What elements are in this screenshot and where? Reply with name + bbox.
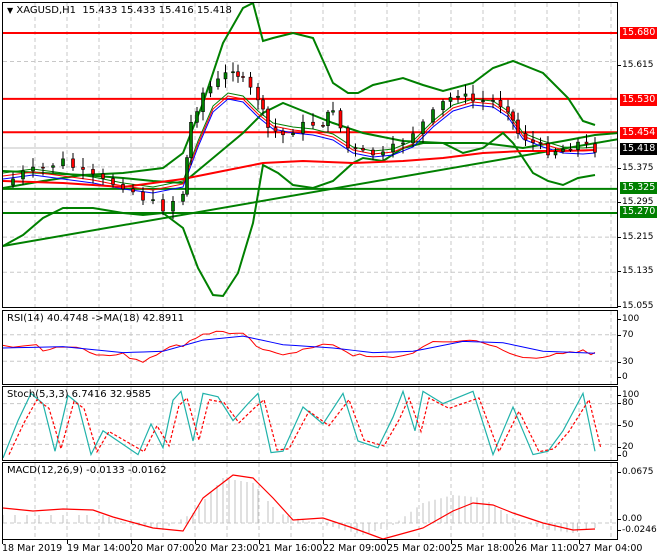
price-chart (3, 3, 617, 307)
stoch-tick: 80 (617, 398, 634, 408)
macd-chart (3, 463, 617, 539)
time-label: 27 Mar 04:00 (579, 543, 643, 554)
rsi-tick: 0 (618, 372, 628, 382)
price-tick: 15.055 (618, 301, 654, 311)
resistance-level-badge: 15.680 (620, 27, 657, 39)
price-pane[interactable]: ▼ XAGUSD,H1 15.433 15.433 15.416 15.418 (2, 2, 618, 308)
rsi-axis: 100 70 30 0 (617, 310, 660, 385)
rsi-tick: 30 (617, 357, 634, 367)
price-tick: 15.295 (618, 197, 654, 207)
time-label: 19 Mar 14:00 (67, 543, 131, 554)
resistance-level-badge: 15.454 (620, 127, 657, 139)
stoch-tick: 50 (617, 420, 634, 430)
support-level-badge: 15.270 (620, 206, 657, 218)
time-label: 18 Mar 2019 (2, 543, 63, 554)
macd-tick: -0.0246 (618, 525, 657, 535)
stochastic-pane[interactable]: Stoch(5,3,3) 6.7416 32.9585 (2, 386, 618, 461)
stoch-title: Stoch(5,3,3) 6.7416 32.9585 (7, 389, 152, 400)
stoch-tick: 100 (617, 390, 640, 400)
time-label: 25 Mar 02:00 (387, 543, 451, 554)
rsi-chart (3, 311, 617, 384)
rsi-tick: 100 (617, 314, 640, 324)
stoch-axis: 100 80 50 20 0 (617, 386, 660, 461)
stoch-tick: 20 (617, 442, 634, 452)
price-tick: 15.135 (618, 266, 654, 276)
time-label: 20 Mar 07:00 (131, 543, 195, 554)
current-price-badge: 15.418 (620, 143, 657, 155)
rsi-tick: 70 (617, 330, 634, 340)
stoch-tick: 0 (618, 450, 628, 460)
time-label: 20 Mar 23:00 (195, 543, 259, 554)
symbol-label: XAGUSD,H1 (16, 5, 77, 16)
time-label: 21 Mar 16:00 (259, 543, 323, 554)
rsi-title: RSI(14) 40.4748 ->MA(18) 42.8911 (7, 313, 184, 324)
rsi-pane[interactable]: RSI(14) 40.4748 ->MA(18) 42.8911 (2, 310, 618, 385)
time-label: 25 Mar 18:00 (451, 543, 515, 554)
macd-title: MACD(12,26,9) -0.0133 -0.0162 (7, 465, 167, 476)
price-tick: 15.615 (618, 60, 654, 70)
stochastic-chart (3, 387, 617, 460)
triangle-down-icon[interactable]: ▼ (7, 6, 14, 15)
price-tick: 15.215 (618, 232, 654, 242)
time-axis: 18 Mar 2019 19 Mar 14:00 20 Mar 07:00 20… (2, 540, 642, 560)
price-tick: 15.375 (618, 163, 654, 173)
resistance-level-badge: 15.530 (620, 94, 657, 106)
chart-header: ▼ XAGUSD,H1 15.433 15.433 15.416 15.418 (7, 5, 232, 16)
macd-pane[interactable]: MACD(12,26,9) -0.0133 -0.0162 (2, 462, 618, 540)
time-label: 22 Mar 09:00 (323, 543, 387, 554)
macd-axis: 0.0675 0.00 -0.0246 (617, 462, 660, 540)
price-axis: 15.615 15.375 15.295 15.215 15.135 15.05… (618, 2, 660, 311)
macd-tick: 0.0675 (618, 467, 654, 477)
time-label: 26 Mar 11:00 (515, 543, 579, 554)
support-level-badge: 15.325 (620, 182, 657, 194)
macd-tick: 0.00 (617, 514, 643, 524)
ohlc-values: 15.433 15.433 15.416 15.418 (82, 5, 232, 16)
